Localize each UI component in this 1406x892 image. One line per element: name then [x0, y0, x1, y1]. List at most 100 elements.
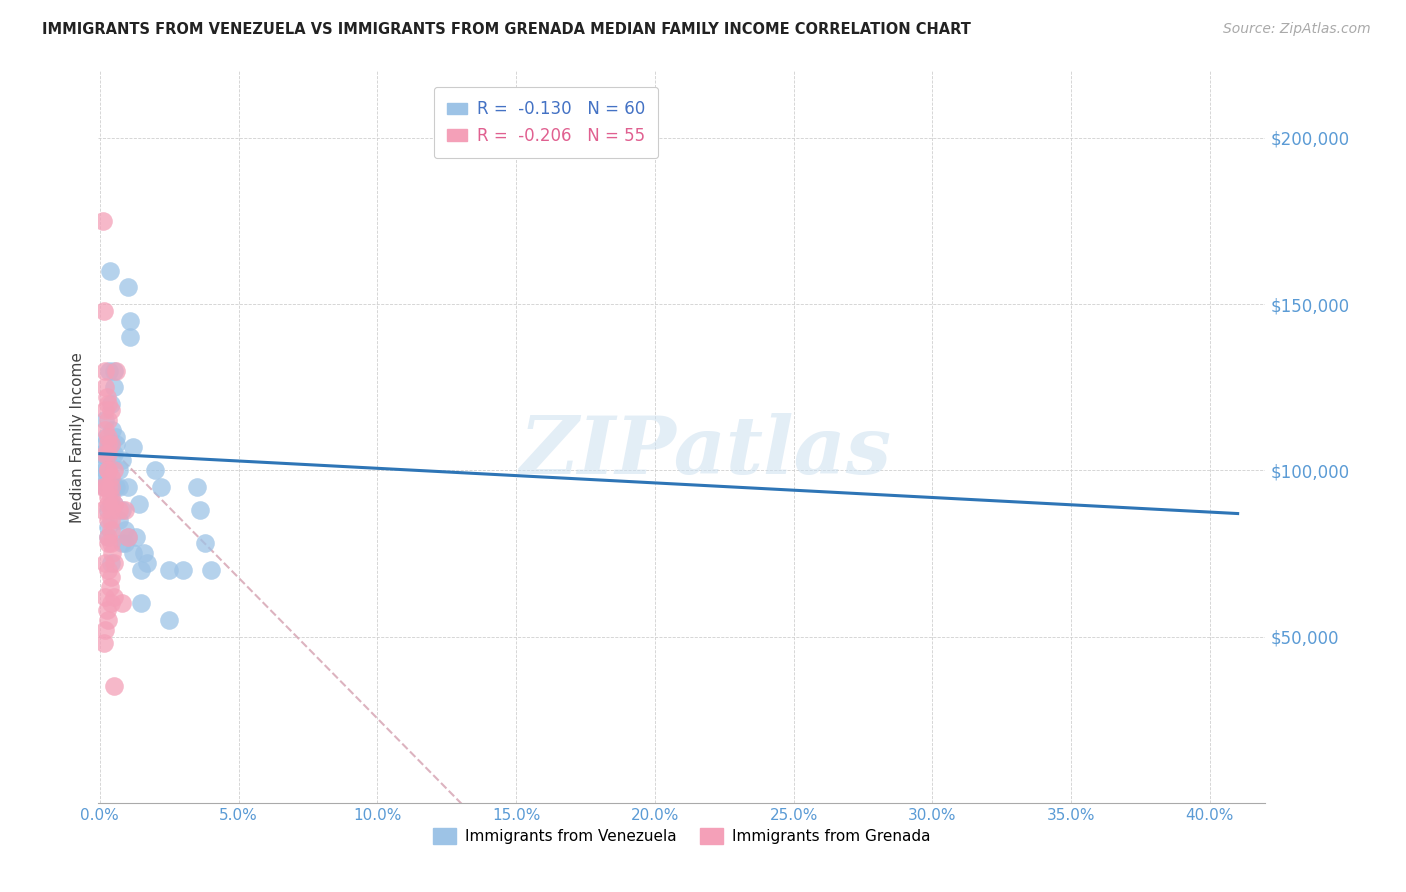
Point	[97, 363, 120, 377]
Point	[97, 463, 120, 477]
Point	[97, 463, 120, 477]
Point	[94, 447, 117, 461]
Point	[97, 536, 120, 550]
Point	[120, 330, 142, 344]
Point	[97, 413, 120, 427]
Point	[97, 530, 120, 544]
Y-axis label: Median Family Income: Median Family Income	[69, 351, 84, 523]
Point	[93, 457, 115, 471]
Point	[91, 214, 114, 228]
Point	[101, 546, 124, 560]
Point	[97, 436, 120, 450]
Point	[128, 497, 150, 511]
Point	[97, 520, 120, 534]
Point	[94, 403, 117, 417]
Point	[108, 480, 131, 494]
Point	[105, 363, 128, 377]
Point	[103, 363, 125, 377]
Point	[100, 513, 122, 527]
Point	[114, 503, 136, 517]
Point	[136, 557, 159, 571]
Point	[103, 497, 125, 511]
Point	[94, 380, 117, 394]
Point	[172, 563, 194, 577]
Point	[108, 503, 131, 517]
Point	[97, 447, 120, 461]
Point	[96, 473, 118, 487]
Point	[94, 363, 117, 377]
Point	[91, 470, 114, 484]
Point	[100, 470, 122, 484]
Point	[100, 480, 122, 494]
Point	[100, 596, 122, 610]
Point	[186, 480, 208, 494]
Point	[131, 563, 153, 577]
Point	[194, 536, 217, 550]
Point	[114, 536, 136, 550]
Point	[103, 680, 125, 694]
Point	[103, 497, 125, 511]
Point	[96, 390, 118, 404]
Text: ZIPatlas: ZIPatlas	[519, 413, 891, 491]
Point	[94, 413, 117, 427]
Point	[103, 380, 125, 394]
Text: Source: ZipAtlas.com: Source: ZipAtlas.com	[1223, 22, 1371, 37]
Point	[97, 490, 120, 504]
Point	[103, 463, 125, 477]
Point	[131, 596, 153, 610]
Point	[100, 497, 122, 511]
Point	[108, 463, 131, 477]
Point	[111, 536, 134, 550]
Point	[97, 563, 120, 577]
Point	[93, 636, 115, 650]
Point	[100, 436, 122, 450]
Point	[94, 480, 117, 494]
Point	[117, 530, 139, 544]
Point	[111, 596, 134, 610]
Point	[105, 480, 128, 494]
Point	[94, 590, 117, 604]
Point	[94, 463, 117, 477]
Point	[94, 623, 117, 637]
Point	[98, 264, 121, 278]
Point	[122, 440, 145, 454]
Point	[103, 480, 125, 494]
Point	[94, 557, 117, 571]
Point	[100, 503, 122, 517]
Point	[97, 513, 120, 527]
Point	[96, 603, 118, 617]
Point	[149, 480, 172, 494]
Point	[97, 613, 120, 627]
Point	[103, 557, 125, 571]
Point	[101, 424, 124, 438]
Point	[100, 536, 122, 550]
Point	[200, 563, 222, 577]
Text: IMMIGRANTS FROM VENEZUELA VS IMMIGRANTS FROM GRENADA MEDIAN FAMILY INCOME CORREL: IMMIGRANTS FROM VENEZUELA VS IMMIGRANTS …	[42, 22, 972, 37]
Point	[100, 490, 122, 504]
Point	[90, 447, 112, 461]
Point	[100, 523, 122, 537]
Point	[94, 424, 117, 438]
Point	[117, 480, 139, 494]
Point	[97, 497, 120, 511]
Point	[100, 403, 122, 417]
Point	[105, 430, 128, 444]
Point	[100, 570, 122, 584]
Point	[122, 546, 145, 560]
Point	[91, 503, 114, 517]
Point	[98, 580, 121, 594]
Point	[100, 436, 122, 450]
Legend: Immigrants from Venezuela, Immigrants from Grenada: Immigrants from Venezuela, Immigrants fr…	[427, 822, 936, 850]
Point	[120, 314, 142, 328]
Point	[125, 530, 148, 544]
Point	[157, 613, 180, 627]
Point	[91, 480, 114, 494]
Point	[100, 557, 122, 571]
Point	[105, 436, 128, 450]
Point	[143, 463, 166, 477]
Point	[97, 530, 120, 544]
Point	[117, 530, 139, 544]
Point	[97, 480, 120, 494]
Point	[97, 397, 120, 411]
Point	[100, 397, 122, 411]
